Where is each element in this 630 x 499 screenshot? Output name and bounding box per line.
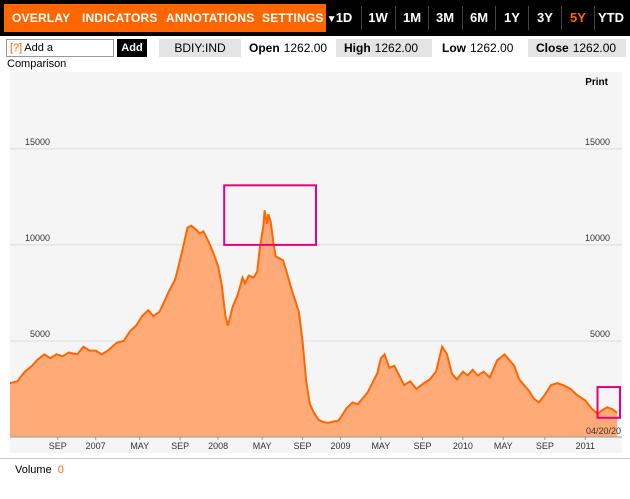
low-label: Low [442, 41, 466, 55]
ticker-symbol: BDIY:IND [159, 39, 241, 57]
settings-menu-label: SETTINGS [262, 11, 324, 25]
range-3y-button[interactable]: 3Y [537, 10, 553, 25]
x-tick-label: MAY [371, 441, 390, 451]
price-chart-area[interactable]: 5000 5000 10000 10000 15000 15000 SEP 2007 MAY SE… [10, 72, 622, 453]
x-tick-label: MAY [494, 441, 513, 451]
high-stat: High 1262.00 [336, 39, 432, 57]
x-tick-label: SEP [536, 441, 554, 451]
dropdown-arrow-icon: ▼ [326, 14, 337, 25]
x-tick-label: MAY [130, 441, 149, 451]
open-value: 1262.00 [283, 41, 328, 55]
volume-panel: Volume 0 [15, 464, 64, 476]
high-value: 1262.00 [374, 41, 419, 55]
open-stat: Open 1262.00 [241, 39, 333, 57]
y-tick-label-left: 5000 [30, 329, 50, 339]
x-tick-label: 2008 [208, 441, 228, 451]
y-tick-label-left: 10000 [25, 233, 50, 243]
overlay-menu-button[interactable]: OVERLAY▼ [4, 4, 83, 32]
indicators-menu-button[interactable]: INDICATORS▼ [74, 4, 170, 32]
x-tick-label: 2007 [86, 441, 106, 451]
volume-label: Volume [15, 464, 52, 476]
range-6m-button[interactable]: 6M [469, 10, 489, 25]
series-area [10, 210, 618, 437]
x-tick-label: SEP [49, 441, 67, 451]
close-label: Close [536, 41, 569, 55]
toolbar-separator [395, 6, 396, 30]
toolbar-separator [462, 6, 463, 30]
close-value: 1262.00 [572, 41, 617, 55]
toolbar-separator [561, 6, 562, 30]
range-1w-button[interactable]: 1W [368, 10, 388, 25]
annotations-menu-button[interactable]: ANNOTATIONS▼ [158, 4, 267, 32]
range-1m-button[interactable]: 1M [402, 10, 422, 25]
open-label: Open [249, 41, 280, 55]
volume-value: 0 [57, 464, 64, 476]
y-tick-label-left: 15000 [25, 137, 50, 147]
range-ytd-button[interactable]: YTD [598, 10, 624, 25]
y-tick-label-right: 15000 [585, 137, 610, 147]
x-tick-label: SEP [171, 441, 189, 451]
settings-menu-button[interactable]: SETTINGS ▼ [254, 4, 337, 32]
range-1d-button[interactable]: 1D [335, 10, 353, 25]
x-tick-label: MAY [253, 441, 272, 451]
volume-divider [0, 458, 630, 459]
overlay-menu-label: OVERLAY [12, 11, 71, 25]
toolbar-separator [594, 6, 595, 30]
low-stat: Low 1262.00 [434, 39, 526, 57]
close-stat: Close 1262.00 [528, 39, 626, 57]
add-comparison-button[interactable]: Add [117, 39, 147, 57]
last-date-label: 04/20/20 [586, 426, 621, 436]
y-tick-label-right: 10000 [585, 233, 610, 243]
x-tick-label: SEP [294, 441, 312, 451]
quote-bar: [?] Add a Comparison Add BDIY:IND Open 126… [0, 36, 630, 70]
series-line [10, 210, 618, 424]
add-comparison-field[interactable]: [?] Add a Comparison [6, 39, 114, 70]
print-link[interactable]: Print [585, 77, 608, 88]
toolbar-separator [428, 6, 429, 30]
high-label: High [344, 41, 371, 55]
x-tick-label: SEP [413, 441, 431, 451]
x-tick-label: 2009 [330, 441, 350, 451]
price-chart-svg[interactable]: 5000 5000 10000 10000 15000 15000 SEP 2007 MAY SE… [10, 72, 622, 453]
toolbar-separator [361, 6, 362, 30]
toolbar-separator [528, 6, 529, 30]
chart-toolbar: OVERLAY▼ INDICATORS▼ ANNOTATIONS▼ SETTIN… [0, 0, 630, 36]
low-value: 1262.00 [470, 41, 514, 55]
range-3m-button[interactable]: 3M [435, 10, 455, 25]
highlight-box [596, 386, 622, 419]
toolbar-separator [495, 6, 496, 30]
range-1y-button[interactable]: 1Y [504, 10, 520, 25]
range-5y-button[interactable]: 5Y [570, 10, 586, 25]
add-comparison-label: Add a Comparison [7, 42, 67, 70]
indicators-menu-label: INDICATORS [82, 11, 158, 25]
help-icon[interactable]: [?] [10, 42, 23, 54]
annotations-menu-label: ANNOTATIONS [166, 11, 255, 25]
highlight-box [223, 184, 317, 246]
x-tick-label: 2010 [453, 441, 473, 451]
x-tick-label: 2011 [576, 441, 595, 451]
y-tick-label-right: 5000 [590, 329, 610, 339]
